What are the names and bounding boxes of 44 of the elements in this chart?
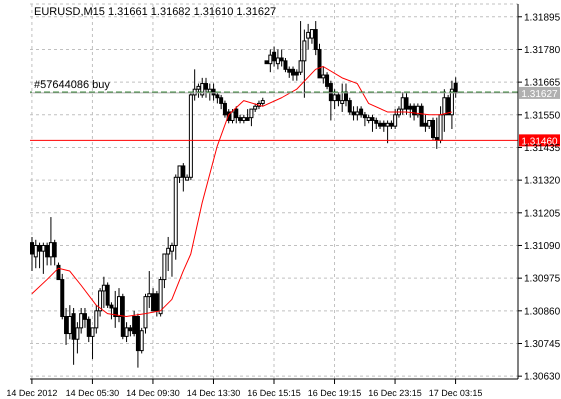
x-tick-label: 14 Dec 2012 xyxy=(6,388,58,398)
candlestick xyxy=(230,108,234,124)
candlestick xyxy=(412,102,416,121)
candlestick xyxy=(400,92,405,116)
x-tick-label: 14 Dec 09:30 xyxy=(126,388,180,398)
x-tick-label: 16 Dec 19:15 xyxy=(308,388,362,398)
y-tick-label: 1.30975 xyxy=(524,274,561,285)
candlestick xyxy=(38,242,42,269)
candlestick xyxy=(386,120,390,144)
x-tick-label: 14 Dec 05:30 xyxy=(66,388,120,398)
candlestick xyxy=(268,48,272,73)
y-tick-label: 1.31780 xyxy=(524,45,561,56)
x-tick-label: 14 Dec 13:30 xyxy=(186,388,240,398)
candlestick xyxy=(340,83,344,112)
y-tick-label: 1.31895 xyxy=(524,12,561,24)
candlestick xyxy=(48,216,53,266)
x-tick-label: 16 Dec 15:15 xyxy=(247,388,301,398)
x-tick-label: 16 Dec 23:15 xyxy=(368,388,422,398)
candlestick xyxy=(34,239,38,269)
y-tick-label: 1.31550 xyxy=(524,110,561,122)
candlestick xyxy=(181,162,186,192)
candlestick xyxy=(30,236,34,272)
candlestick xyxy=(249,108,254,127)
candlestick xyxy=(204,77,208,98)
candlestick xyxy=(234,106,238,124)
x-tick-label: 17 Dec 03:15 xyxy=(428,388,482,398)
y-tick-label: 1.31665 xyxy=(524,78,561,89)
y-tick-label: 1.30860 xyxy=(524,306,561,318)
candlestick xyxy=(404,92,409,116)
y-tick-label: 1.30630 xyxy=(524,372,561,383)
candlestick xyxy=(113,290,118,328)
candlestick xyxy=(291,66,296,82)
candlestick xyxy=(276,48,280,70)
ref-line-label: #57644086 buy xyxy=(34,79,110,92)
y-tick-label: 1.31320 xyxy=(524,176,561,187)
y-tick-label: 1.30745 xyxy=(524,339,561,350)
candlestick xyxy=(355,106,360,121)
candlestick xyxy=(374,117,378,130)
chart-title: EURUSD,M15 1.31661 1.31682 1.31610 1.31627 xyxy=(34,6,276,18)
candlestick xyxy=(393,108,398,130)
candlestick xyxy=(370,114,374,132)
y-tick-label: 1.31090 xyxy=(524,241,561,252)
ref-line-label: 1.31627 xyxy=(521,88,558,100)
y-tick-label: 1.31205 xyxy=(524,208,561,220)
